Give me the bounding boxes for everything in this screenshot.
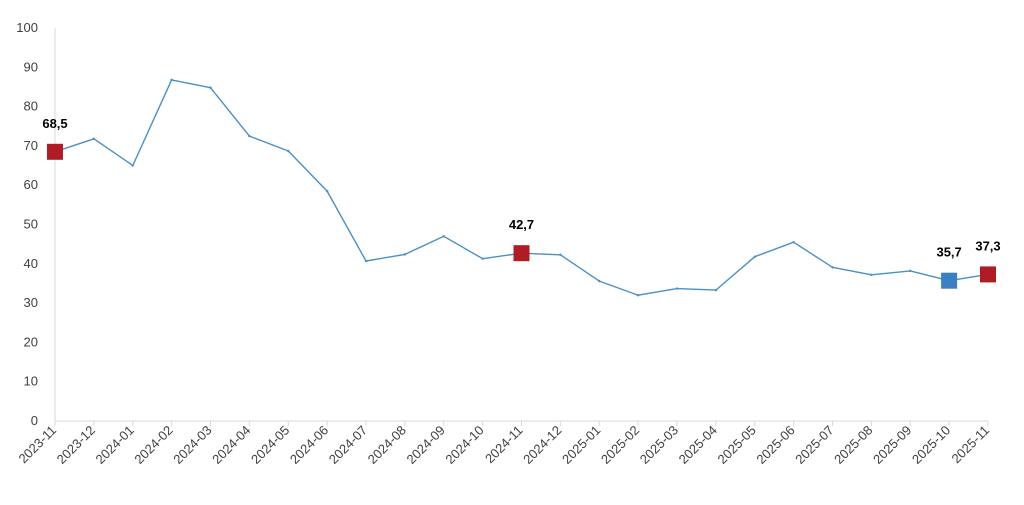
x-tick-label: 2024-04 bbox=[209, 423, 253, 467]
y-tick-label: 100 bbox=[16, 20, 38, 35]
x-axis: 2023-112023-122024-012024-022024-032024-… bbox=[15, 420, 992, 467]
data-point bbox=[792, 240, 795, 244]
x-tick-label: 2025-10 bbox=[909, 423, 953, 467]
x-tick-label: 2024-06 bbox=[287, 423, 331, 467]
y-tick-label: 10 bbox=[24, 374, 38, 389]
y-tick-label: 80 bbox=[24, 99, 38, 114]
y-tick-label: 50 bbox=[24, 217, 38, 232]
x-tick-label: 2023-11 bbox=[15, 423, 59, 467]
data-label: 68,5 bbox=[42, 116, 67, 131]
data-point bbox=[92, 137, 96, 141]
highlight-markers: 68,5 42,7 35,7 37,3 bbox=[42, 116, 1001, 289]
y-tick-label: 20 bbox=[24, 334, 38, 349]
x-tick-label: 2025-09 bbox=[870, 423, 914, 467]
series-line-group bbox=[53, 78, 990, 297]
data-point bbox=[209, 86, 212, 89]
x-tick-label: 2025-06 bbox=[753, 423, 797, 467]
data-point bbox=[714, 288, 718, 292]
x-tick-label: 2024-03 bbox=[170, 423, 214, 467]
y-tick-label: 70 bbox=[24, 138, 38, 153]
x-tick-label: 2024-12 bbox=[520, 423, 564, 467]
x-tick-label: 2024-11 bbox=[482, 423, 526, 467]
x-tick-label: 2024-07 bbox=[326, 423, 370, 467]
x-tick-label: 2024-10 bbox=[442, 423, 486, 467]
x-tick-label: 2023-12 bbox=[54, 423, 98, 467]
x-tick-label: 2025-05 bbox=[715, 423, 759, 467]
data-point bbox=[364, 259, 368, 263]
highlight-marker bbox=[980, 266, 996, 283]
series-line bbox=[54, 79, 989, 296]
data-point bbox=[248, 134, 251, 138]
data-point bbox=[909, 269, 912, 273]
highlight-marker bbox=[513, 245, 530, 262]
data-point bbox=[131, 164, 134, 167]
data-point bbox=[170, 78, 173, 82]
x-tick-label: 2025-02 bbox=[598, 423, 642, 467]
data-point bbox=[559, 253, 562, 256]
x-tick-label: 2024-08 bbox=[365, 423, 409, 467]
x-tick-label: 2025-11 bbox=[948, 423, 992, 467]
data-label: 42,7 bbox=[509, 217, 534, 232]
data-point bbox=[753, 255, 756, 258]
data-point bbox=[325, 189, 329, 193]
y-tick-label: 40 bbox=[24, 256, 38, 271]
x-tick-label: 2024-01 bbox=[93, 423, 137, 467]
x-tick-label: 2024-09 bbox=[404, 423, 448, 467]
x-tick-label: 2025-08 bbox=[831, 423, 875, 467]
data-point bbox=[636, 294, 640, 297]
data-point bbox=[481, 257, 484, 260]
x-tick-label: 2025-04 bbox=[676, 423, 720, 467]
y-tick-label: 90 bbox=[24, 59, 38, 74]
x-tick-label: 2024-02 bbox=[131, 423, 175, 467]
highlight-marker bbox=[47, 143, 63, 160]
data-point bbox=[675, 287, 679, 290]
data-point bbox=[831, 266, 834, 269]
data-point bbox=[287, 149, 290, 153]
data-point bbox=[598, 279, 601, 283]
data-label: 37,3 bbox=[975, 238, 1000, 253]
x-tick-label: 2025-01 bbox=[559, 423, 603, 467]
y-tick-label: 30 bbox=[24, 295, 38, 310]
data-point bbox=[442, 235, 445, 238]
data-label: 35,7 bbox=[936, 245, 961, 260]
highlight-marker bbox=[941, 272, 958, 289]
data-point bbox=[870, 273, 873, 277]
y-tick-label: 60 bbox=[24, 177, 38, 192]
y-tick-label: 0 bbox=[31, 413, 38, 428]
y-axis: 0 10 20 30 40 50 60 70 80 90 100 bbox=[16, 20, 56, 428]
x-tick-label: 2025-03 bbox=[637, 423, 681, 467]
x-tick-label: 2024-05 bbox=[248, 423, 292, 467]
x-tick-label: 2025-07 bbox=[792, 423, 836, 467]
data-point bbox=[403, 253, 407, 256]
